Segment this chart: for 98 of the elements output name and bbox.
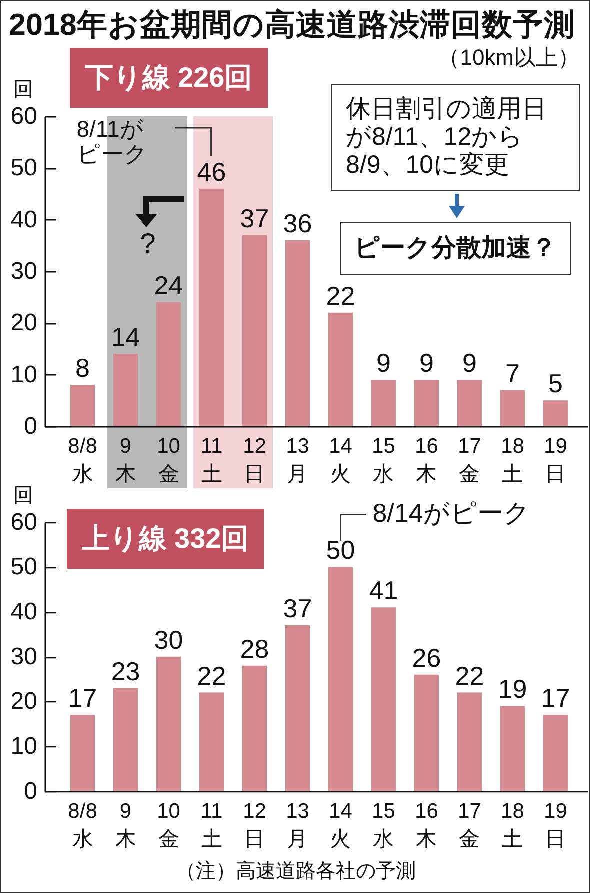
x-tick-label: 13 月	[286, 435, 310, 486]
data-label: 5	[548, 368, 563, 399]
y-tick-label: 20	[10, 310, 38, 337]
y-tick-label: 10	[10, 733, 38, 760]
annotation: 休日割引の適用日が8/11、12から8/9、10に変更	[331, 84, 580, 191]
data-label: 8	[76, 353, 90, 384]
y-tick-label: 40	[10, 598, 38, 626]
annotation: ?	[140, 228, 156, 260]
x-tick-label: 15 水	[372, 800, 396, 851]
data-label: 26	[412, 642, 442, 673]
data-label: 22	[326, 280, 356, 311]
data-label: 30	[154, 624, 184, 655]
y-tick-label: 20	[10, 688, 38, 716]
data-label: 9	[376, 348, 391, 378]
data-label: 7	[505, 358, 520, 388]
data-label: 50	[326, 535, 356, 566]
x-tick-label: 18 土	[501, 800, 524, 851]
data-label: 28	[240, 634, 270, 664]
data-label: 37	[283, 594, 312, 624]
y-tick-label: 30	[10, 258, 38, 285]
bar	[70, 715, 96, 792]
data-label: 24	[154, 270, 184, 300]
data-label: 22	[197, 660, 226, 691]
bar	[414, 674, 439, 792]
x-tick-label: 17 金	[458, 800, 482, 851]
text: （注）高速道路各社の予測	[176, 860, 416, 884]
data-label: 22	[455, 660, 484, 691]
bar	[285, 626, 310, 792]
data-label: 17	[68, 683, 98, 714]
annotation: 8/11がピーク	[76, 116, 149, 168]
x-tick-label: 9 木	[115, 800, 136, 851]
y-tick-label: 10	[10, 361, 38, 388]
y-tick-label: 60	[10, 508, 38, 536]
bar	[414, 380, 439, 426]
x-tick-label: 10 金	[157, 435, 180, 486]
x-tick-label: 13 月	[286, 800, 310, 851]
data-label: 19	[498, 674, 528, 704]
bar	[500, 390, 525, 426]
bar	[200, 188, 224, 426]
bar	[500, 706, 525, 792]
data-label: 14	[111, 322, 140, 352]
x-tick-label: 16 木	[415, 435, 438, 486]
chart-title: 2018年お盆期間の高速道路渋滞回数予測	[9, 8, 575, 42]
x-tick-label: 11 土	[200, 800, 223, 851]
bar	[242, 235, 267, 426]
x-tick-label: 14 火	[329, 800, 353, 851]
x-tick-label: 16 木	[415, 800, 438, 851]
bar	[543, 400, 568, 426]
y-axis-title: 回	[14, 484, 34, 507]
bar	[114, 354, 138, 426]
x-tick-label: 15 水	[372, 435, 396, 486]
y-tick-label: 50	[10, 554, 38, 581]
x-tick-label: 12 日	[243, 435, 266, 486]
bar	[114, 688, 138, 792]
x-tick-label: 11 土	[200, 435, 223, 486]
bar	[457, 380, 482, 426]
x-tick-label: 9 木	[115, 435, 136, 486]
y-tick-label: 60	[10, 103, 38, 130]
text: 下り線 226回	[70, 48, 268, 108]
bar	[200, 692, 224, 792]
y-tick-label: 50	[10, 154, 38, 182]
y-axis-title: 回	[14, 79, 34, 101]
data-label: 9	[419, 348, 434, 378]
bar	[543, 715, 568, 792]
bar	[156, 302, 182, 426]
data-label: 36	[283, 208, 312, 238]
bar	[457, 692, 482, 792]
bar	[285, 240, 310, 426]
data-label: 46	[197, 156, 226, 187]
bar	[371, 608, 396, 792]
data-label: 23	[111, 656, 140, 686]
annotation: 上り線 332回	[67, 509, 264, 569]
y-tick-label: 0	[24, 778, 38, 805]
bar	[242, 666, 267, 792]
x-tick-label: 10 金	[157, 800, 180, 851]
bar	[371, 380, 396, 426]
y-tick-label: 0	[24, 413, 38, 440]
x-tick-label: 12 日	[243, 800, 266, 851]
annotation: ピーク分散加速？	[340, 222, 571, 275]
annotation: 8/14がピーク	[372, 498, 530, 528]
bar	[70, 385, 96, 426]
y-tick-label: 40	[10, 206, 38, 234]
x-tick-label: 14 火	[329, 435, 353, 486]
x-tick-label: 17 金	[458, 435, 482, 486]
chart-subtitle: （10km以上）	[438, 45, 580, 72]
x-tick-label: 8/8 水	[68, 800, 98, 851]
y-tick-label: 30	[10, 643, 38, 670]
x-tick-label: 19 日	[544, 800, 568, 851]
x-tick-label: 19 日	[544, 435, 568, 486]
bar	[328, 312, 353, 426]
bar	[328, 567, 353, 792]
data-label: 9	[462, 348, 477, 378]
bar	[156, 656, 182, 792]
x-tick-label: 18 土	[501, 435, 524, 486]
x-tick-label: 8/8 水	[68, 435, 98, 486]
data-label: 17	[541, 683, 570, 714]
data-label: 37	[240, 203, 270, 234]
data-label: 41	[369, 576, 398, 606]
